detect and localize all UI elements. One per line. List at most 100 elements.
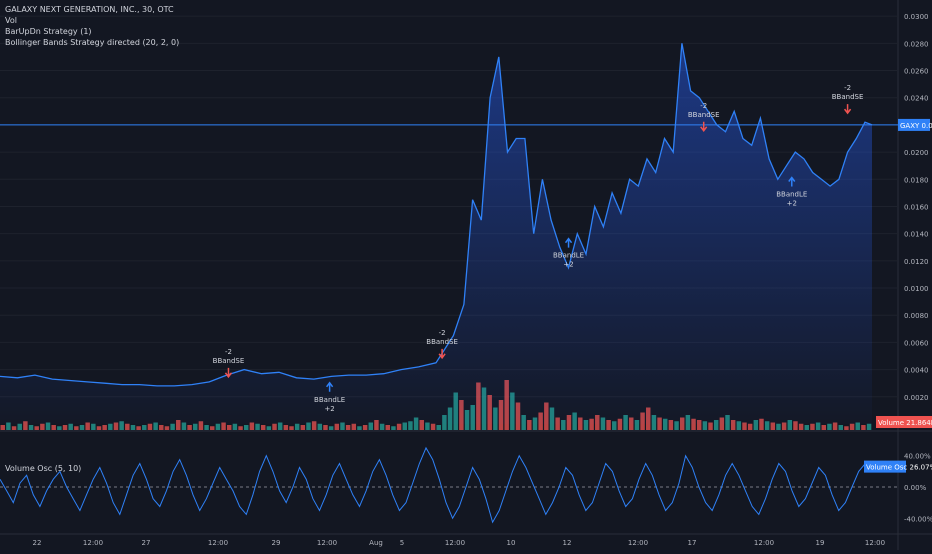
- signal-label-name: BBandLE: [776, 190, 807, 198]
- volume-bar: [226, 425, 232, 430]
- legend-strategy-barupdn[interactable]: BarUpDn Strategy (1): [5, 27, 92, 36]
- volume-bar: [215, 423, 221, 430]
- volume-bar: [838, 425, 843, 430]
- volume-bar: [747, 423, 753, 430]
- volume-bar: [85, 422, 90, 430]
- volume-bar: [266, 426, 272, 430]
- volume-bar: [691, 418, 696, 430]
- volume-bar: [861, 425, 866, 430]
- volume-bar: [272, 423, 277, 430]
- volume-bar: [289, 426, 294, 430]
- volume-bar: [40, 423, 45, 430]
- volume-bar: [311, 421, 317, 430]
- volume-bar: [770, 422, 776, 430]
- signal-label-qty: -2: [700, 102, 707, 110]
- volume-tag: Volume 21.864M: [878, 419, 932, 427]
- y-tick-label: 0.0100: [904, 285, 929, 293]
- short-arrow-icon: [843, 104, 852, 115]
- volume-bar: [283, 425, 289, 430]
- signal-label-qty: -2: [225, 348, 232, 356]
- volume-bar: [130, 425, 136, 430]
- osc-tick-label: 40.00%: [904, 453, 931, 461]
- volume-bar: [79, 425, 85, 430]
- y-tick-label: 0.0260: [904, 68, 929, 76]
- volume-bar: [362, 425, 368, 430]
- volume-bar: [6, 422, 11, 430]
- volume-bar: [832, 422, 838, 430]
- volume-bar: [260, 425, 266, 430]
- long-arrow-icon: [788, 176, 796, 187]
- volume-bar: [187, 425, 192, 430]
- price-area-fill: [0, 43, 872, 425]
- osc-tag: Volume Osc 26.07%: [866, 464, 932, 472]
- volume-bar: [108, 423, 113, 430]
- volume-bar: [674, 421, 679, 430]
- volume-bar: [74, 426, 79, 430]
- x-tick-label: 12:00: [317, 539, 337, 547]
- volume-bar: [408, 421, 413, 430]
- osc-tick-label: -40.00%: [904, 515, 932, 523]
- volume-bar: [617, 418, 623, 430]
- volume-bar: [96, 426, 102, 430]
- volume-bar: [23, 421, 28, 430]
- volume-bar: [827, 423, 832, 430]
- x-tick-label: 29: [272, 539, 281, 547]
- volume-bar: [294, 423, 300, 430]
- osc-tag-bg: [864, 460, 906, 473]
- volume-bar: [821, 425, 827, 430]
- volume-bar: [119, 421, 124, 430]
- signal-label-name: BBandSE: [832, 93, 864, 101]
- volume-bar: [589, 418, 594, 430]
- signal-label-name: BBandSE: [426, 338, 458, 346]
- x-tick-label: 12:00: [754, 539, 774, 547]
- volume-bar: [419, 420, 424, 430]
- x-tick-label: 27: [142, 539, 151, 547]
- volume-bar: [328, 426, 334, 430]
- legend-volume[interactable]: Vol: [5, 16, 17, 25]
- volume-bar: [232, 423, 238, 430]
- volume-bar: [340, 422, 345, 430]
- volume-bar: [759, 418, 764, 430]
- volume-bar: [323, 425, 328, 430]
- signal-label-name: BBandSE: [213, 357, 245, 365]
- volume-bar: [379, 423, 385, 430]
- y-tick-label: 0.0060: [904, 339, 929, 347]
- signal-label-qty: +2: [563, 261, 573, 269]
- volume-bar: [396, 423, 402, 430]
- volume-bar: [787, 420, 793, 430]
- chart-legend: GALAXY NEXT GENERATION, INC., 30, OTC Vo…: [5, 4, 179, 48]
- x-tick-label: 12:00: [628, 539, 648, 547]
- volume-bar: [334, 423, 340, 430]
- short-arrow-icon: [700, 121, 708, 133]
- y-tick-label: 0.0240: [904, 95, 929, 103]
- volume-bar: [781, 422, 787, 430]
- volume-bar: [793, 421, 798, 430]
- legend-symbol[interactable]: GALAXY NEXT GENERATION, INC., 30, OTC: [5, 5, 174, 14]
- volume-bar: [730, 420, 736, 430]
- volume-bar: [159, 425, 164, 430]
- y-tick-label: 0.0020: [904, 394, 929, 402]
- volume-bar: [238, 426, 243, 430]
- volume-bar: [385, 425, 391, 430]
- volume-bar: [844, 426, 849, 430]
- y-tick-label: 0.0200: [904, 149, 929, 157]
- volume-bar: [102, 425, 107, 430]
- x-tick-label: 12:00: [208, 539, 228, 547]
- signal-label-qty: -2: [844, 84, 851, 92]
- volume-bar: [527, 420, 532, 430]
- volume-tag-bg: [876, 416, 932, 428]
- volume-bar: [855, 422, 860, 430]
- volume-bar: [374, 420, 379, 430]
- volume-bar: [351, 423, 357, 430]
- legend-strategy-bollinger[interactable]: Bollinger Bands Strategy directed (20, 2…: [5, 38, 180, 47]
- price-line: [0, 43, 873, 387]
- volume-bar: [561, 420, 566, 430]
- volume-osc-title[interactable]: Volume Osc (5, 10): [5, 464, 82, 473]
- x-tick-label: 22: [33, 539, 42, 547]
- volume-bar: [357, 426, 362, 430]
- volume-bar: [866, 423, 872, 430]
- volume-bar: [736, 421, 742, 430]
- volume-bar: [713, 420, 719, 430]
